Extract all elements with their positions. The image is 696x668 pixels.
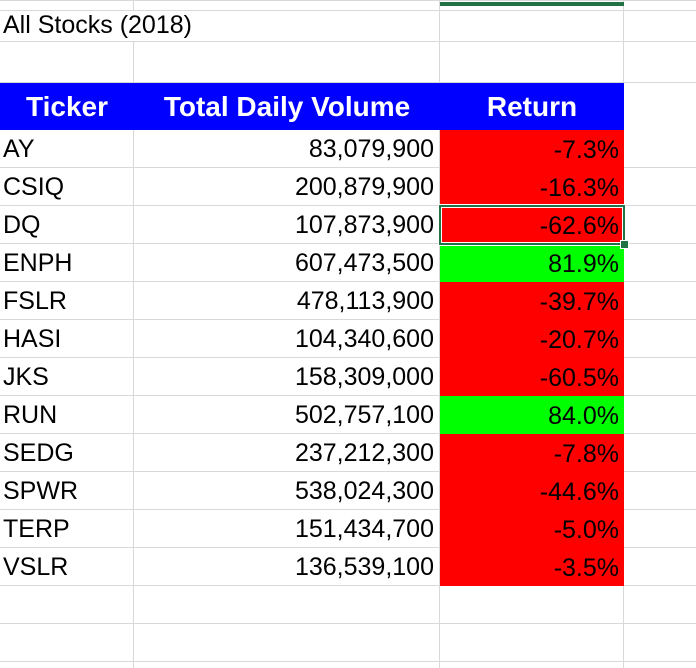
- empty-cell[interactable]: [624, 282, 696, 319]
- empty-cell[interactable]: [624, 548, 696, 585]
- table-row: JKS 158,309,000 -60.5%: [0, 358, 696, 396]
- empty-row: [0, 42, 696, 83]
- ticker-cell[interactable]: SPWR: [0, 472, 134, 509]
- ticker-cell[interactable]: ENPH: [0, 244, 134, 281]
- empty-cell[interactable]: [440, 624, 624, 661]
- volume-cell[interactable]: 200,879,900: [134, 168, 440, 205]
- table-row: TERP 151,434,700 -5.0%: [0, 510, 696, 548]
- empty-cell[interactable]: [624, 42, 696, 82]
- ticker-cell[interactable]: TERP: [0, 510, 134, 547]
- empty-cell[interactable]: [0, 586, 134, 623]
- ticker-cell[interactable]: AY: [0, 130, 134, 167]
- header-volume[interactable]: Total Daily Volume: [163, 90, 411, 122]
- empty-cell[interactable]: [624, 320, 696, 357]
- table-row: FSLR 478,113,900 -39.7%: [0, 282, 696, 320]
- empty-row: [0, 624, 696, 662]
- ticker-cell[interactable]: CSIQ: [0, 168, 134, 205]
- empty-cell[interactable]: [624, 11, 696, 41]
- volume-cell[interactable]: 107,873,900: [134, 206, 440, 243]
- empty-cell[interactable]: [624, 434, 696, 471]
- empty-cell[interactable]: [0, 42, 134, 82]
- ticker-cell[interactable]: SEDG: [0, 434, 134, 471]
- ticker-cell[interactable]: HASI: [0, 320, 134, 357]
- ticker-cell[interactable]: RUN: [0, 396, 134, 433]
- title-row: All Stocks (2018): [0, 11, 696, 42]
- empty-cell[interactable]: [134, 42, 440, 82]
- return-cell-selected[interactable]: -62.6%: [439, 205, 629, 249]
- table-row: SEDG 237,212,300 -7.8%: [0, 434, 696, 472]
- empty-cell[interactable]: [440, 42, 624, 82]
- header-return[interactable]: Return: [486, 90, 578, 122]
- empty-cell[interactable]: [624, 472, 696, 509]
- return-cell[interactable]: 81.9%: [440, 244, 624, 282]
- return-cell[interactable]: 84.0%: [440, 396, 624, 434]
- return-cell[interactable]: -60.5%: [440, 358, 624, 396]
- volume-cell[interactable]: 158,309,000: [134, 358, 440, 395]
- ticker-cell[interactable]: FSLR: [0, 282, 134, 319]
- return-cell[interactable]: -7.3%: [440, 130, 624, 168]
- empty-cell[interactable]: [440, 586, 624, 623]
- volume-cell[interactable]: 478,113,900: [134, 282, 440, 319]
- empty-cell[interactable]: [134, 624, 440, 661]
- volume-cell[interactable]: 136,539,100: [134, 548, 440, 585]
- table-row: SPWR 538,024,300 -44.6%: [0, 472, 696, 510]
- header-row: Ticker Total Daily Volume Return: [0, 83, 696, 130]
- header-ticker[interactable]: Ticker: [26, 90, 108, 122]
- empty-cell[interactable]: [624, 1, 696, 10]
- empty-row: [0, 586, 696, 624]
- volume-cell[interactable]: 83,079,900: [134, 130, 440, 167]
- empty-cell[interactable]: [624, 206, 696, 243]
- fill-handle[interactable]: [620, 240, 629, 249]
- table-row: RUN 502,757,100 84.0%: [0, 396, 696, 434]
- empty-cell[interactable]: [134, 662, 440, 668]
- volume-cell[interactable]: 538,024,300: [134, 472, 440, 509]
- ticker-cell[interactable]: VSLR: [0, 548, 134, 585]
- empty-cell[interactable]: [440, 662, 624, 668]
- return-cell[interactable]: -7.8%: [440, 434, 624, 472]
- sheet-title-cell[interactable]: All Stocks (2018): [0, 11, 440, 41]
- empty-cell[interactable]: [0, 662, 134, 668]
- partial-row-bottom: [0, 662, 696, 668]
- empty-cell[interactable]: [624, 396, 696, 433]
- return-cell[interactable]: -3.5%: [440, 548, 624, 586]
- empty-cell[interactable]: [624, 130, 696, 167]
- empty-cell[interactable]: [624, 624, 696, 661]
- ticker-cell[interactable]: DQ: [0, 206, 134, 243]
- empty-cell[interactable]: [134, 1, 440, 10]
- volume-cell[interactable]: 237,212,300: [134, 434, 440, 471]
- empty-cell[interactable]: [0, 1, 134, 10]
- empty-cell[interactable]: [440, 11, 624, 41]
- volume-cell[interactable]: 607,473,500: [134, 244, 440, 281]
- empty-cell[interactable]: [624, 83, 696, 130]
- empty-cell[interactable]: [624, 244, 696, 281]
- empty-cell[interactable]: [624, 168, 696, 205]
- selected-cell-value: -62.6%: [539, 212, 619, 240]
- volume-cell[interactable]: 502,757,100: [134, 396, 440, 433]
- volume-cell[interactable]: 104,340,600: [134, 320, 440, 357]
- volume-cell[interactable]: 151,434,700: [134, 510, 440, 547]
- return-cell[interactable]: -20.7%: [440, 320, 624, 358]
- empty-cell[interactable]: [134, 586, 440, 623]
- empty-cell[interactable]: [624, 662, 696, 668]
- return-cell[interactable]: -5.0%: [440, 510, 624, 548]
- empty-cell[interactable]: [624, 586, 696, 623]
- table-row: HASI 104,340,600 -20.7%: [0, 320, 696, 358]
- return-cell[interactable]: -16.3%: [440, 168, 624, 206]
- selected-column-accent-bar: [440, 2, 624, 6]
- table-row: CSIQ 200,879,900 -16.3%: [0, 168, 696, 206]
- empty-cell[interactable]: [624, 510, 696, 547]
- header-band: Ticker Total Daily Volume Return: [0, 83, 624, 130]
- ticker-cell[interactable]: JKS: [0, 358, 134, 395]
- empty-cell[interactable]: [0, 624, 134, 661]
- table-row: AY 83,079,900 -7.3%: [0, 130, 696, 168]
- empty-cell[interactable]: [624, 358, 696, 395]
- return-cell[interactable]: -39.7%: [440, 282, 624, 320]
- table-row: ENPH 607,473,500 81.9%: [0, 244, 696, 282]
- table-row: DQ 107,873,900 -62.6%: [0, 205, 696, 249]
- table-row: VSLR 136,539,100 -3.5%: [0, 548, 696, 586]
- return-cell[interactable]: -44.6%: [440, 472, 624, 510]
